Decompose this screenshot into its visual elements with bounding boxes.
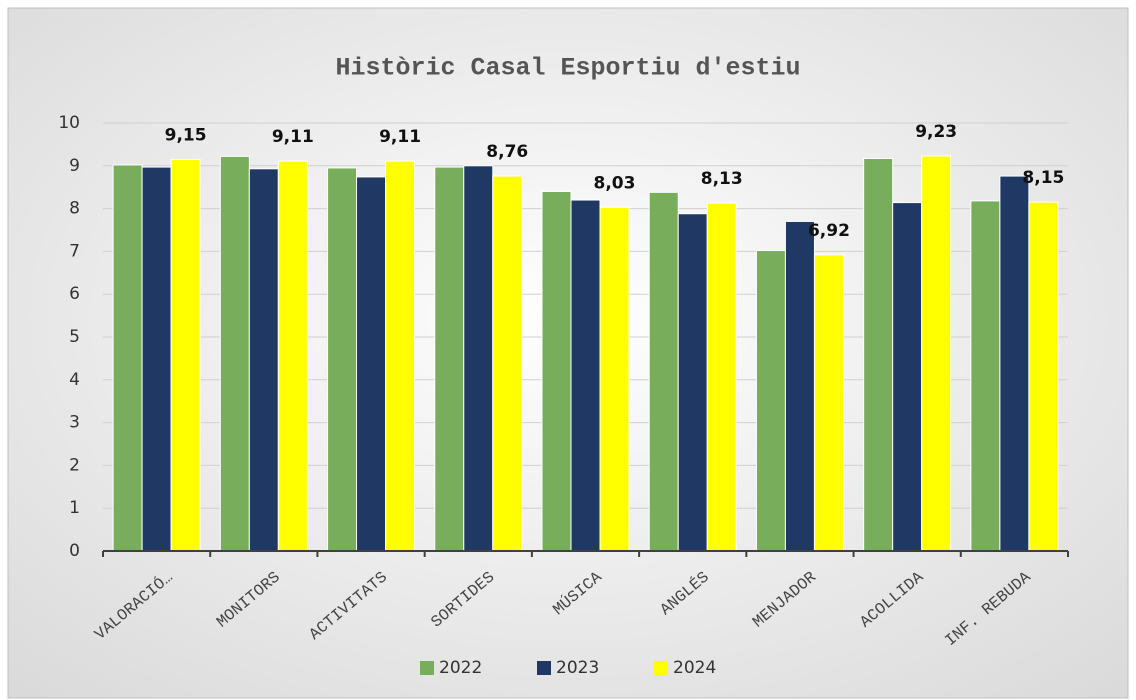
- bar: [677, 213, 708, 552]
- bar: [570, 199, 601, 552]
- y-tick-label: 3: [69, 413, 80, 433]
- bar: [356, 176, 387, 552]
- bar: [385, 160, 416, 552]
- data-label: 9,11: [379, 127, 421, 147]
- chart-title: Històric Casal Esportiu d'estiu: [335, 54, 800, 83]
- legend-label: 2022: [439, 658, 482, 678]
- data-label: 8,13: [701, 169, 743, 189]
- bar: [541, 190, 572, 552]
- bar: [112, 164, 143, 552]
- legend-swatch: [654, 661, 668, 675]
- bar: [813, 254, 844, 552]
- data-label: 8,03: [594, 173, 636, 193]
- bar: [706, 202, 737, 552]
- y-tick-label: 7: [69, 241, 80, 261]
- bar: [248, 168, 279, 552]
- data-label: 8,15: [1022, 168, 1064, 188]
- y-tick-label: 4: [69, 370, 80, 390]
- bar: [648, 191, 679, 552]
- bar: [863, 158, 894, 552]
- data-label: 6,92: [808, 221, 850, 241]
- y-tick-label: 8: [69, 199, 80, 219]
- legend-label: 2023: [556, 658, 599, 678]
- bar: [892, 202, 923, 552]
- y-tick-label: 2: [69, 455, 80, 475]
- data-label: 9,11: [272, 127, 314, 147]
- y-tick-label: 5: [69, 327, 80, 347]
- bar: [921, 155, 952, 552]
- bar: [1028, 201, 1059, 552]
- bar: [327, 167, 358, 552]
- bar: [784, 220, 815, 552]
- y-tick-label: 1: [69, 498, 80, 518]
- y-tick-label: 6: [69, 284, 80, 304]
- bar: [599, 206, 630, 552]
- bar: [434, 166, 465, 552]
- bar: [463, 165, 494, 552]
- data-label: 9,15: [165, 125, 207, 145]
- data-label: 9,23: [915, 122, 957, 142]
- y-tick-label: 0: [69, 541, 80, 561]
- legend-swatch: [420, 661, 434, 675]
- bar: [970, 200, 1001, 552]
- bar: [219, 155, 250, 552]
- bar: [999, 175, 1030, 552]
- bar: [141, 166, 172, 552]
- bar: [492, 175, 523, 552]
- bar: [277, 160, 308, 552]
- bar: [170, 158, 201, 552]
- bar: [755, 250, 786, 552]
- data-label: 8,76: [486, 142, 528, 162]
- legend-swatch: [537, 661, 551, 675]
- y-tick-label: 10: [58, 113, 80, 133]
- legend-label: 2024: [673, 658, 716, 678]
- y-tick-label: 9: [69, 156, 80, 176]
